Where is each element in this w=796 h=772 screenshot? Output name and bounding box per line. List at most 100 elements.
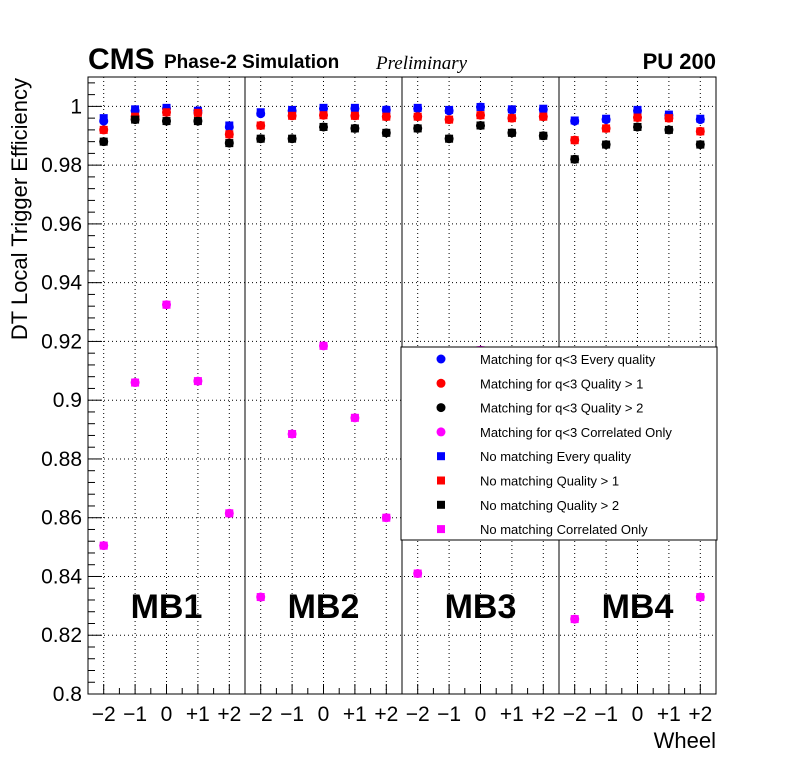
data-point: [319, 341, 328, 350]
data-point: [570, 615, 579, 624]
x-tick-label: −1: [594, 703, 618, 726]
x-tick-label: +1: [657, 703, 681, 726]
data-points: [99, 102, 705, 624]
data-point: [256, 134, 265, 143]
data-point: [664, 114, 673, 123]
legend-entry-label: No matching Correlated Only: [480, 522, 648, 537]
station-label: MB2: [288, 588, 360, 626]
data-point: [696, 114, 705, 123]
data-point: [256, 108, 265, 117]
data-point: [570, 136, 579, 145]
data-point: [350, 103, 359, 112]
legend-marker: [436, 403, 446, 413]
data-point: [507, 105, 516, 114]
data-point: [696, 593, 705, 602]
x-tick-label: −2: [92, 703, 116, 726]
data-point: [288, 111, 297, 120]
data-point: [507, 128, 516, 137]
data-point: [99, 114, 108, 123]
data-point: [602, 140, 611, 149]
data-point: [256, 593, 265, 602]
data-point: [319, 111, 328, 120]
data-point: [696, 140, 705, 149]
legend-entry-label: Matching for q<3 Correlated Only: [480, 425, 672, 440]
data-point: [99, 137, 108, 146]
legend-marker: [437, 525, 445, 534]
y-tick-label: 0.86: [41, 507, 82, 530]
station-label: MB3: [445, 588, 517, 626]
legend-entry-label: Matching for q<3 Every quality: [480, 352, 656, 367]
data-point: [602, 124, 611, 133]
data-point: [193, 108, 202, 117]
x-tick-label: +1: [500, 703, 524, 726]
data-point: [413, 124, 422, 133]
legend-entry-label: Matching for q<3 Quality > 1: [480, 376, 643, 391]
data-point: [162, 103, 171, 112]
x-tick-label: +2: [688, 703, 712, 726]
pileup-label: PU 200: [643, 49, 716, 74]
data-point: [99, 125, 108, 134]
data-point: [256, 121, 265, 130]
station-label: MB1: [131, 588, 203, 626]
data-point: [225, 121, 234, 130]
y-tick-label: 0.9: [53, 389, 82, 412]
x-tick-label: 0: [632, 703, 644, 726]
x-axis-title: Wheel: [654, 728, 716, 753]
data-point: [696, 127, 705, 136]
y-axis-title: DT Local Trigger Efficiency: [7, 78, 32, 340]
data-point: [664, 125, 673, 134]
data-point: [131, 378, 140, 387]
data-point: [350, 124, 359, 133]
y-tick-label: 1: [70, 95, 82, 118]
y-tick-label: 0.94: [41, 272, 82, 295]
data-point: [445, 105, 454, 114]
x-tick-label: 0: [475, 703, 487, 726]
x-tick-label: +2: [531, 703, 555, 726]
x-tick-label: +2: [217, 703, 241, 726]
data-point: [319, 103, 328, 112]
x-tick-label: −2: [249, 703, 273, 726]
y-tick-label: 0.88: [41, 448, 82, 471]
experiment-label: CMS: [88, 43, 155, 76]
legend-entry-label: No matching Quality > 2: [480, 498, 619, 513]
data-point: [602, 114, 611, 123]
legend-entry-label: No matching Quality > 1: [480, 474, 619, 489]
data-point: [382, 513, 391, 522]
data-point: [539, 131, 548, 140]
data-point: [193, 377, 202, 386]
data-point: [288, 429, 297, 438]
data-point: [382, 112, 391, 121]
data-point: [476, 121, 485, 130]
data-point: [288, 134, 297, 143]
data-point: [445, 115, 454, 124]
y-tick-label: 0.92: [41, 330, 82, 353]
data-point: [413, 103, 422, 112]
y-tick-label: 0.8: [53, 683, 82, 706]
data-point: [507, 114, 516, 123]
legend-marker: [436, 427, 446, 437]
data-point: [319, 122, 328, 131]
data-point: [413, 569, 422, 578]
data-point: [382, 105, 391, 114]
data-point: [288, 105, 297, 114]
data-point: [570, 116, 579, 125]
legend: Matching for q<3 Every quality Matching f…: [400, 346, 718, 541]
x-tick-label: +1: [343, 703, 367, 726]
data-point: [633, 105, 642, 114]
data-point: [350, 413, 359, 422]
x-tick-label: −1: [123, 703, 147, 726]
data-point: [539, 112, 548, 121]
axes-frame: 0.8 0.82 0.84 0.86 0.88 0.9 0.92 0.94 0.96 0.98 1 −…: [41, 76, 717, 726]
data-point: [476, 102, 485, 111]
data-point: [350, 111, 359, 120]
data-point: [570, 155, 579, 164]
data-point: [99, 541, 108, 550]
data-point: [225, 130, 234, 139]
data-point: [225, 139, 234, 148]
legend-marker: [436, 354, 446, 364]
station-label: MB4: [602, 588, 674, 626]
legend-marker: [437, 452, 445, 461]
data-point: [131, 105, 140, 114]
x-tick-label: 0: [318, 703, 330, 726]
